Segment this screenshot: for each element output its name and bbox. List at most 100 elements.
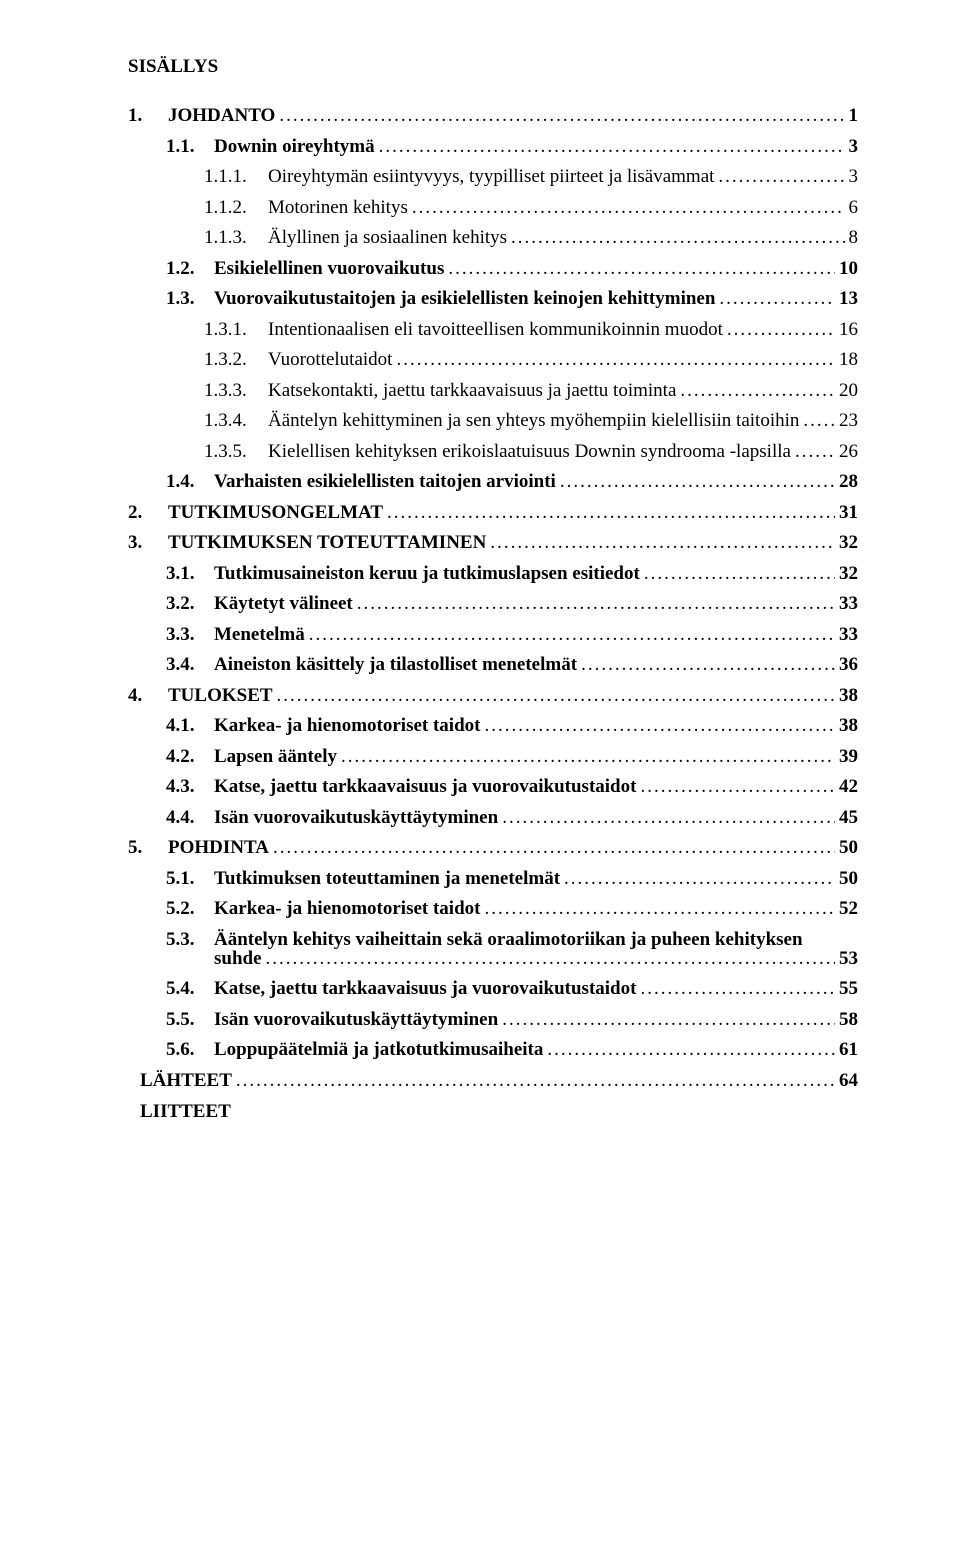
toc-entry: 2.TUTKIMUSONGELMAT31	[128, 503, 858, 522]
toc-number: 3.2.	[166, 594, 214, 613]
toc-text: TUTKIMUSONGELMAT	[168, 502, 383, 523]
toc-leader-dots	[640, 777, 835, 796]
toc-leader-dots	[719, 289, 835, 308]
toc-page-number: 38	[839, 716, 858, 735]
toc-leader-dots	[396, 350, 835, 369]
toc-text: Käytetyt välineet	[214, 593, 353, 614]
toc-number: 1.1.1.	[204, 167, 268, 186]
toc-leader-dots	[236, 1071, 835, 1090]
toc-text: Varhaisten esikielellisten taitojen arvi…	[214, 471, 556, 492]
toc-page-number: 10	[839, 259, 858, 278]
toc-entry: 3.1.Tutkimusaineiston keruu ja tutkimusl…	[128, 564, 858, 583]
toc-page-number: 8	[849, 228, 859, 247]
toc-page-number: 13	[839, 289, 858, 308]
toc-page-number: 55	[839, 979, 858, 998]
toc-number: 5.3.	[166, 930, 214, 949]
toc-leader-dots	[502, 1010, 835, 1029]
toc-number: 1.3.2.	[204, 350, 268, 369]
toc-page-number: 3	[849, 167, 859, 186]
toc-leader-dots	[511, 228, 844, 247]
toc-leader-dots	[795, 442, 835, 461]
toc-leader-dots	[644, 564, 835, 583]
toc-entry: 5.1.Tutkimuksen toteuttaminen ja menetel…	[128, 869, 858, 888]
toc-number: 5.4.	[166, 979, 214, 998]
toc-page-number: 6	[849, 198, 859, 217]
toc-page-number: 50	[839, 838, 858, 857]
toc-entry: 1.3.4.Ääntelyn kehittyminen ja sen yhtey…	[128, 411, 858, 430]
toc-number: 2.	[128, 503, 168, 522]
toc-number: 1.1.3.	[204, 228, 268, 247]
toc-label: 5.1.Tutkimuksen toteuttaminen ja menetel…	[166, 869, 560, 888]
toc-entry: 4.1.Karkea- ja hienomotoriset taidot38	[128, 716, 858, 735]
toc-entry: 5.2.Karkea- ja hienomotoriset taidot52	[128, 899, 858, 918]
toc-label: 3.2.Käytetyt välineet	[166, 594, 353, 613]
toc-text: Vuorovaikutustaitojen ja esikielellisten…	[214, 288, 715, 309]
toc-label: 4.4.Isän vuorovaikutuskäyttäytyminen	[166, 808, 498, 827]
toc-entry: 1.3.2.Vuorottelutaidot18	[128, 350, 858, 369]
toc-entry: 1.3.Vuorovaikutustaitojen ja esikielelli…	[128, 289, 858, 308]
toc-entry: 1.3.3.Katsekontakti, jaettu tarkkaavaisu…	[128, 381, 858, 400]
toc-leader-dots	[266, 949, 835, 968]
toc-number: 4.4.	[166, 808, 214, 827]
toc-entry: 1.1.2.Motorinen kehitys6	[128, 198, 858, 217]
toc-page-number: 1	[849, 106, 859, 125]
toc-label: LÄHTEET	[140, 1071, 232, 1090]
toc-entry: 1.4.Varhaisten esikielellisten taitojen …	[128, 472, 858, 491]
toc-entry: 3.4.Aineiston käsittely ja tilastolliset…	[128, 655, 858, 674]
toc-number: 5.	[128, 838, 168, 857]
toc-page-number: 36	[839, 655, 858, 674]
toc-text: POHDINTA	[168, 837, 269, 858]
doc-title: SISÄLLYS	[128, 56, 858, 78]
toc-text: TULOKSET	[168, 685, 273, 706]
toc-label: 5.6.Loppupäätelmiä ja jatkotutkimusaihei…	[166, 1040, 543, 1059]
toc-leader-dots	[490, 533, 835, 552]
toc-leader-dots	[581, 655, 835, 674]
toc-page-number: 45	[839, 808, 858, 827]
toc-leader-dots	[803, 411, 835, 430]
toc-number: 1.4.	[166, 472, 214, 491]
toc-label: 1.2.Esikielellinen vuorovaikutus	[166, 259, 444, 278]
toc-text: Karkea- ja hienomotoriset taidot	[214, 715, 480, 736]
toc-text: Motorinen kehitys	[268, 197, 408, 218]
toc-label: 1.4.Varhaisten esikielellisten taitojen …	[166, 472, 556, 491]
toc-leader-dots	[560, 472, 835, 491]
toc-number: 5.6.	[166, 1040, 214, 1059]
toc-entry: 1.3.5.Kielellisen kehityksen erikoislaat…	[128, 442, 858, 461]
toc-label: 4.2.Lapsen ääntely	[166, 747, 337, 766]
toc-page-number: 18	[839, 350, 858, 369]
toc-text: Lapsen ääntely	[214, 746, 337, 767]
toc-label: 3.1.Tutkimusaineiston keruu ja tutkimusl…	[166, 564, 640, 583]
toc-number: 1.3.3.	[204, 381, 268, 400]
toc-entry: 3.TUTKIMUKSEN TOTEUTTAMINEN32	[128, 533, 858, 552]
toc-page-number: 52	[839, 899, 858, 918]
toc-leader-dots	[680, 381, 835, 400]
toc-number: 1.3.	[166, 289, 214, 308]
toc-page-number: 33	[839, 625, 858, 644]
toc-entry: 1.2.Esikielellinen vuorovaikutus 10	[128, 259, 858, 278]
toc-text: Loppupäätelmiä ja jatkotutkimusaiheita	[214, 1039, 543, 1060]
toc-entry: 5.POHDINTA 50	[128, 838, 858, 857]
toc-page-number: 58	[839, 1010, 858, 1029]
toc-page-number: 39	[839, 747, 858, 766]
toc-label: 5.3.Ääntelyn kehitys vaiheittain sekä or…	[166, 930, 803, 949]
toc-page-number: 23	[839, 411, 858, 430]
toc-page-number: 61	[839, 1040, 858, 1059]
toc-text: Katse, jaettu tarkkaavaisuus ja vuorovai…	[214, 776, 636, 797]
toc-page-number: 32	[839, 564, 858, 583]
toc-page-number: 38	[839, 686, 858, 705]
appendices-label: LIITTEET	[128, 1101, 858, 1123]
toc-label: 1.3.4.Ääntelyn kehittyminen ja sen yhtey…	[204, 411, 799, 430]
toc-number: 4.	[128, 686, 168, 705]
toc-label: 1.1.Downin oireyhtymä	[166, 137, 375, 156]
toc-page-number: 64	[839, 1071, 858, 1090]
toc-page-number: 50	[839, 869, 858, 888]
toc-leader-dots	[718, 167, 844, 186]
toc-label: 1.3.5.Kielellisen kehityksen erikoislaat…	[204, 442, 791, 461]
toc-page-number: 26	[839, 442, 858, 461]
toc-entry: 5.5.Isän vuorovaikutuskäyttäytyminen58	[128, 1010, 858, 1029]
toc-label: 1.3.1.Intentionaalisen eli tavoitteellis…	[204, 320, 723, 339]
toc-leader-dots	[273, 838, 835, 857]
toc-number: 5.1.	[166, 869, 214, 888]
toc-page-number: 53	[839, 949, 858, 968]
toc-text: Intentionaalisen eli tavoitteellisen kom…	[268, 319, 723, 340]
